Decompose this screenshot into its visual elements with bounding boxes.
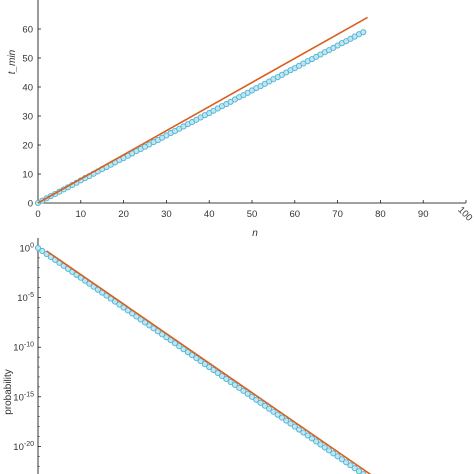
bottom-data-point [330, 450, 337, 457]
bottom-data-point [193, 355, 200, 362]
bottom-data-point [270, 408, 277, 415]
bottom-data-point [283, 417, 290, 424]
bottom-data-point [214, 369, 221, 377]
bottom-data-point [167, 337, 174, 344]
top-x-tick-label: 100 [455, 205, 474, 224]
top-x-axis-label: n [252, 228, 258, 239]
bottom-data-point [325, 447, 333, 454]
top-x-tick-label: 30 [161, 209, 172, 220]
bottom-data-point [343, 459, 350, 466]
top-y-tick-label: 40 [22, 83, 33, 94]
bottom-data-point [176, 343, 183, 350]
bottom-data-point [317, 441, 324, 448]
bottom-data-point [34, 244, 42, 252]
bottom-data-point [227, 378, 234, 385]
top-y-tick-label: 50 [22, 54, 33, 65]
top-chart-panel: 0 10 20 30 40 50 60 70 80 90 100 0 10 20 30 40 50 60 t_mi… [7, 0, 474, 239]
bottom-data-point [304, 432, 311, 439]
bottom-data-point [154, 328, 161, 335]
bottom-data-point [189, 352, 196, 359]
top-x-tick-label: 10 [76, 209, 87, 220]
bottom-data-point [201, 361, 208, 368]
top-y-tick-label: 20 [22, 141, 33, 152]
bottom-data-point [163, 334, 170, 341]
bottom-data-point [351, 465, 358, 472]
bottom-data-point [180, 346, 187, 353]
bottom-data-point [171, 340, 179, 347]
bottom-data-point [266, 405, 273, 412]
bottom-data-point [360, 471, 367, 474]
bottom-data-point [240, 387, 247, 394]
bottom-data-point [223, 375, 230, 382]
top-y-axis-label: t_min [7, 49, 18, 74]
bottom-data-point [39, 247, 46, 255]
bottom-fit-line [46, 250, 372, 474]
bottom-data-point [206, 363, 213, 371]
bottom-data-point [287, 420, 294, 427]
bottom-data-point [347, 462, 354, 469]
bottom-data-point [218, 372, 226, 380]
bottom-data-point [159, 331, 166, 338]
top-data-point [360, 29, 367, 36]
bottom-chart-ticks: 100 10-5 10-10 10-15 10-20 [13, 243, 41, 467]
bottom-data-point [257, 399, 264, 406]
top-y-tick-label: 10 [22, 170, 33, 181]
bottom-data-point [274, 411, 281, 418]
top-chart-marks [34, 16, 368, 207]
bottom-y-tick-label: 100 [20, 243, 35, 255]
bottom-y-tick-label: 10-15 [13, 391, 34, 403]
bottom-data-point [296, 426, 303, 433]
top-y-tick-label: 30 [22, 112, 33, 123]
bottom-data-point [261, 402, 268, 409]
top-chart-ticks: 0 10 20 30 40 50 60 70 80 90 100 0 10 20 30 40 50 60 [22, 25, 474, 224]
bottom-data-point [236, 384, 243, 391]
bottom-y-tick-label: 10-10 [13, 342, 34, 354]
bottom-data-point [334, 453, 341, 460]
bottom-chart-marks [34, 244, 372, 474]
top-x-tick-label: 90 [418, 209, 429, 220]
top-x-tick-label: 80 [375, 209, 386, 220]
bottom-data-point [231, 381, 238, 388]
top-fit-line [37, 16, 368, 204]
bottom-data-point [313, 438, 320, 445]
top-x-tick-label: 0 [35, 209, 40, 220]
bottom-data-point [150, 325, 157, 332]
bottom-y-tick-label: 10-20 [13, 441, 34, 453]
bottom-data-point [184, 349, 191, 356]
bottom-data-point [278, 414, 286, 421]
bottom-data-point [197, 358, 204, 365]
top-y-tick-label: 60 [22, 25, 33, 36]
bottom-data-point [338, 456, 345, 463]
bottom-y-axis-label: probability [3, 369, 14, 415]
top-y-tick-label: 0 [28, 199, 33, 210]
bottom-data-point [210, 366, 217, 374]
bottom-chart-panel: 100 10-5 10-10 10-15 10-20 probability [3, 238, 372, 474]
bottom-data-point [291, 423, 298, 430]
top-x-tick-label: 50 [247, 209, 258, 220]
bottom-data-point [300, 429, 307, 436]
bottom-data-point [248, 393, 256, 400]
top-chart-axes [37, 0, 466, 204]
bottom-data-point [253, 396, 260, 403]
bottom-data-point [321, 444, 328, 451]
bottom-data-point [244, 390, 251, 397]
top-x-tick-label: 60 [290, 209, 301, 220]
top-x-tick-label: 70 [332, 209, 343, 220]
top-x-tick-label: 20 [118, 209, 129, 220]
top-x-tick-label: 40 [204, 209, 215, 220]
bottom-data-point [308, 435, 315, 442]
bottom-y-tick-label: 10-5 [17, 292, 34, 304]
